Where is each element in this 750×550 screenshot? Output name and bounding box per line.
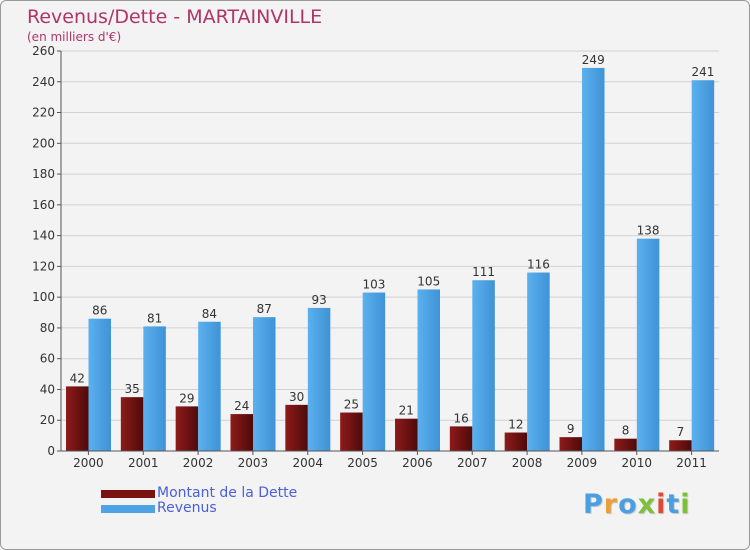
logo-letter: t: [666, 489, 681, 520]
data-label: 84: [202, 307, 217, 321]
bar-revenue: [253, 317, 276, 451]
data-label: 29: [179, 391, 194, 405]
bar-debt: [504, 432, 528, 451]
data-label: 81: [147, 311, 162, 325]
data-label: 25: [344, 398, 359, 412]
x-tick-label: 2003: [238, 456, 269, 470]
bar-revenue: [582, 67, 605, 451]
bar-debt: [669, 440, 692, 451]
bar-debt: [120, 397, 144, 451]
x-tick-label: 2009: [567, 456, 598, 470]
x-tick-label: 2004: [292, 456, 323, 470]
bar-revenue: [527, 272, 550, 451]
y-tick-label: 60: [40, 352, 55, 366]
data-label: 7: [677, 425, 685, 439]
data-label: 241: [691, 65, 714, 79]
logo-letter: i: [680, 489, 691, 520]
data-label: 42: [70, 371, 85, 385]
axis-layer: 0 20 40 60 80 100 120 140 160 180 200 220 240 260 2000…: [32, 44, 719, 470]
bar-revenue: [307, 307, 331, 451]
y-tick-label: 200: [32, 136, 55, 150]
bar-revenue: [88, 318, 111, 451]
bar-debt: [614, 438, 637, 451]
bar-debt: [395, 418, 418, 451]
data-label: 35: [124, 382, 139, 396]
legend-swatch-revenue: [101, 505, 155, 513]
bar-revenue: [636, 238, 660, 451]
data-label: 8: [622, 424, 630, 438]
bar-debt: [175, 406, 199, 451]
x-tick-label: 2011: [676, 456, 707, 470]
x-tick-label: 2001: [128, 456, 159, 470]
x-tick-label: 2000: [73, 456, 104, 470]
chart-title: Revenus/Dette - MARTAINVILLE: [27, 6, 323, 28]
data-label: 9: [567, 422, 575, 436]
data-label: 111: [472, 265, 495, 279]
data-label: 116: [527, 258, 550, 272]
data-label: 138: [637, 224, 660, 238]
logo-letter: o: [618, 489, 638, 520]
bar-layer: [66, 67, 715, 451]
legend-swatch-debt: [101, 490, 155, 498]
y-tick-label: 40: [40, 382, 55, 396]
logo-letter: i: [656, 489, 667, 520]
bar-revenue: [143, 326, 166, 451]
data-label: 103: [362, 278, 385, 292]
grid-layer: [61, 50, 719, 452]
x-tick-label: 2010: [621, 456, 652, 470]
y-tick-label: 240: [32, 75, 55, 89]
bar-revenue: [362, 292, 386, 451]
y-tick-label: 180: [32, 167, 55, 181]
data-label: 24: [234, 399, 249, 413]
y-tick-label: 20: [40, 413, 55, 427]
legend-label-debt: Montant de la Dette: [157, 485, 298, 501]
data-label: 30: [289, 390, 304, 404]
logo-letter: r: [603, 489, 619, 520]
data-label: 12: [508, 418, 523, 432]
bar-debt: [559, 437, 582, 451]
y-tick-label: 100: [32, 290, 55, 304]
chart-subtitle: (en milliers d'€): [27, 30, 122, 44]
y-tick-label: 120: [32, 259, 55, 273]
bar-revenue: [691, 80, 715, 451]
legend-item-debt: Montant de la Dette: [101, 485, 341, 503]
bar-debt: [340, 412, 363, 451]
y-tick-label: 0: [47, 444, 55, 458]
logo-letter: x: [637, 489, 657, 520]
legend-item-revenue: Revenus: [101, 500, 341, 518]
x-tick-label: 2005: [347, 456, 378, 470]
x-tick-label: 2007: [457, 456, 488, 470]
data-label: 87: [257, 302, 272, 316]
bar-revenue: [472, 280, 495, 451]
bar-revenue: [198, 321, 221, 451]
bar-revenue: [417, 289, 440, 451]
data-label: 86: [92, 304, 107, 318]
y-tick-label: 80: [40, 321, 55, 335]
bar-debt: [230, 414, 253, 451]
y-tick-label: 140: [32, 229, 55, 243]
proxiti-logo: Proxiti: [583, 489, 691, 520]
data-label: 249: [582, 53, 605, 67]
y-tick-label: 160: [32, 198, 55, 212]
data-label: 105: [417, 274, 440, 288]
y-tick-label: 260: [32, 44, 55, 58]
logo-letter: P: [583, 489, 604, 520]
bar-debt: [66, 386, 89, 451]
x-tick-label: 2006: [402, 456, 433, 470]
data-label: 21: [399, 404, 414, 418]
data-label: 93: [311, 293, 326, 307]
bar-debt: [449, 426, 473, 451]
y-tick-label: 220: [32, 106, 55, 120]
x-tick-label: 2002: [183, 456, 214, 470]
x-tick-label: 2008: [512, 456, 543, 470]
bar-debt: [285, 404, 308, 451]
legend-label-revenue: Revenus: [157, 500, 217, 516]
data-label: 16: [453, 411, 468, 425]
label-layer: 4286358129842487309325103211051611112116…: [70, 53, 715, 439]
